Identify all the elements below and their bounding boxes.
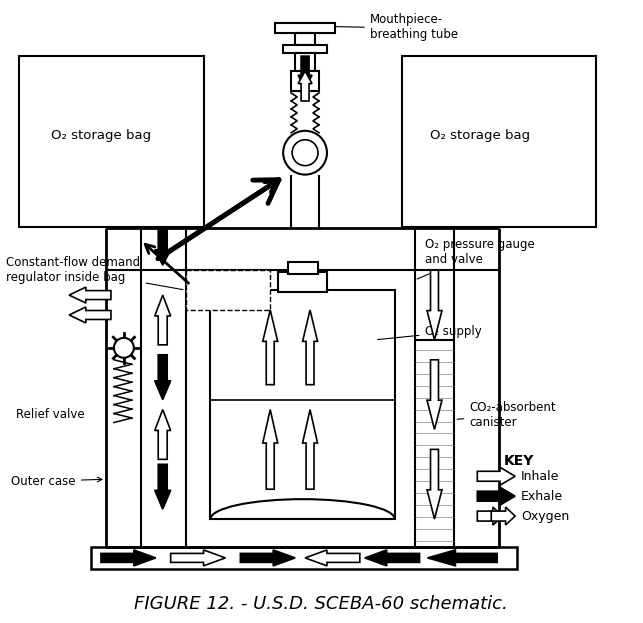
Polygon shape	[298, 71, 312, 101]
Polygon shape	[491, 507, 515, 525]
Polygon shape	[69, 287, 111, 303]
Text: Mouthpiece-
breathing tube: Mouthpiece- breathing tube	[323, 13, 458, 41]
Text: CO₂-absorbent
canister: CO₂-absorbent canister	[457, 401, 556, 429]
Text: Oxygen: Oxygen	[521, 510, 569, 523]
Text: KEY: KEY	[504, 454, 534, 468]
Bar	[186, 270, 270, 310]
Text: O₂ supply: O₂ supply	[377, 325, 482, 340]
Polygon shape	[303, 310, 318, 384]
Text: Constant-flow demand
regulator inside bag: Constant-flow demand regulator inside ba…	[6, 256, 183, 290]
Polygon shape	[427, 449, 442, 519]
Bar	[287, 262, 318, 274]
Bar	[402, 56, 596, 227]
Polygon shape	[170, 550, 226, 566]
Text: Exhale: Exhale	[521, 490, 563, 503]
Polygon shape	[155, 229, 170, 265]
Polygon shape	[101, 550, 156, 566]
Polygon shape	[263, 310, 278, 384]
Bar	[19, 56, 204, 227]
Bar	[295, 53, 315, 71]
Bar	[210, 290, 395, 519]
Polygon shape	[240, 550, 295, 566]
Text: Relief valve: Relief valve	[16, 408, 85, 421]
Polygon shape	[69, 307, 111, 323]
Bar	[91, 547, 517, 569]
Polygon shape	[477, 467, 515, 485]
Polygon shape	[305, 550, 360, 566]
Circle shape	[114, 338, 134, 358]
Text: FIGURE 12. - U.S.D. SCEBA-60 schematic.: FIGURE 12. - U.S.D. SCEBA-60 schematic.	[134, 595, 508, 612]
Polygon shape	[155, 295, 170, 345]
Text: O₂ pressure gauge
and valve: O₂ pressure gauge and valve	[417, 238, 534, 279]
Polygon shape	[263, 409, 278, 489]
FancyArrowPatch shape	[158, 179, 279, 259]
Text: Inhale: Inhale	[521, 470, 559, 483]
Polygon shape	[155, 409, 170, 459]
Polygon shape	[427, 270, 442, 340]
Polygon shape	[365, 550, 420, 566]
Polygon shape	[298, 56, 312, 89]
Polygon shape	[477, 507, 503, 525]
Text: Outer case: Outer case	[12, 475, 102, 488]
Bar	[278, 272, 327, 292]
Bar	[275, 23, 335, 33]
Bar	[283, 45, 327, 53]
Circle shape	[283, 131, 327, 174]
Polygon shape	[427, 360, 442, 429]
Circle shape	[292, 140, 318, 166]
Polygon shape	[477, 487, 515, 505]
Bar	[291, 71, 319, 91]
Polygon shape	[428, 550, 497, 566]
Text: O₂ storage bag: O₂ storage bag	[430, 130, 530, 142]
Polygon shape	[155, 464, 170, 509]
Text: O₂ storage bag: O₂ storage bag	[51, 130, 151, 142]
Polygon shape	[155, 355, 170, 399]
Bar	[295, 33, 315, 45]
Polygon shape	[303, 409, 318, 489]
